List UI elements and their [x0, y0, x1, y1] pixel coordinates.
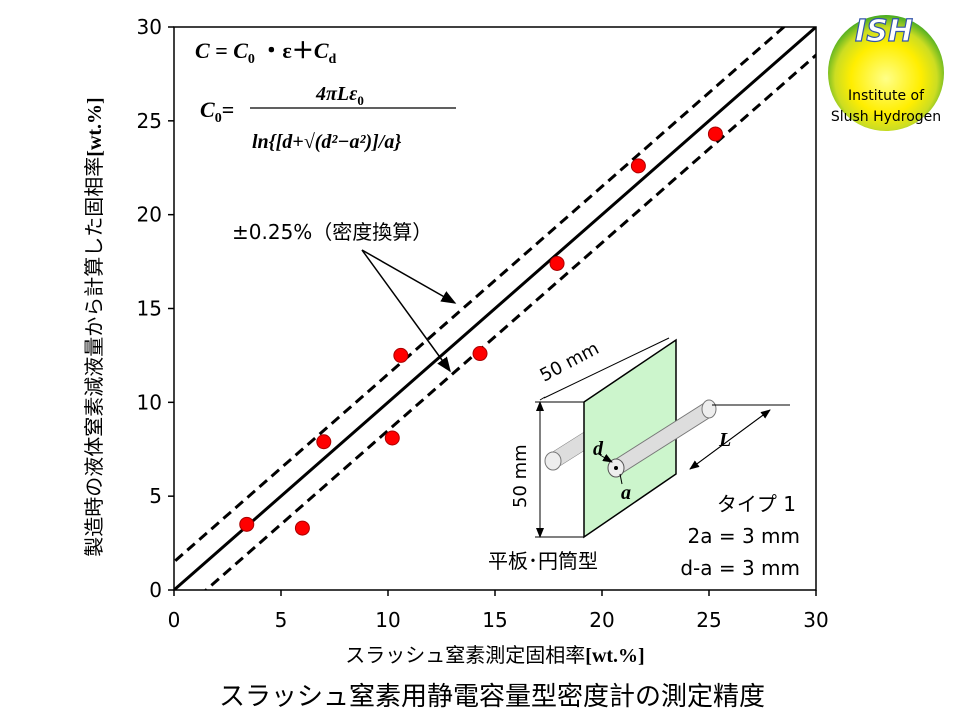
- data-point: [707, 126, 723, 142]
- ish-logo: ISH Institute of Slush Hydrogen: [828, 13, 944, 131]
- c0-sub: 0: [215, 111, 222, 126]
- formula: C = C0 ・ε＋Cd C0= 4πLε0 ln{[d+√(d²−a²)]/a…: [195, 38, 456, 153]
- numerator-sub: 0: [357, 93, 364, 108]
- formula-c: C: [195, 38, 210, 63]
- shape-label: 平板･円筒型: [488, 549, 598, 573]
- flat-plate: [583, 338, 677, 539]
- svg-text:C0=: C0=: [200, 97, 234, 126]
- y-tick-label: 0: [149, 578, 162, 602]
- x-tick-label: 25: [696, 608, 721, 632]
- x-tick-label: 5: [275, 608, 288, 632]
- label-a: a: [621, 482, 631, 504]
- data-point: [239, 516, 255, 532]
- y-axis: 0 5 10 15 20 25 30: [137, 15, 174, 602]
- data-point: [294, 520, 310, 536]
- y-tick-label: 20: [137, 203, 162, 227]
- data-point: [472, 346, 488, 362]
- data-points: [239, 126, 723, 536]
- type-label: タイプ 1: [717, 492, 796, 516]
- spec-2a: 2a = 3 mm: [688, 524, 801, 548]
- y-tick-label: 10: [137, 390, 162, 414]
- formula-c0: C: [233, 38, 248, 63]
- numerator: 4πLε: [315, 83, 358, 105]
- identity-line: [174, 27, 816, 590]
- data-point: [549, 255, 565, 271]
- y-tick-label: 15: [137, 297, 162, 321]
- logo-line1: Institute of: [848, 88, 925, 104]
- rod-front: [607, 399, 717, 478]
- tolerance-line: [174, 27, 787, 564]
- formula-cd: C: [314, 38, 329, 63]
- data-point: [316, 434, 332, 450]
- spec-da: d-a = 3 mm: [680, 556, 800, 580]
- annotation-arrows: [361, 249, 457, 373]
- y-axis-title: 製造時の液体窒素減液量から計算した固相率[wt.%]: [82, 97, 106, 556]
- svg-text:4πLε0: 4πLε0: [315, 83, 364, 108]
- x-axis-title-text: スラッシュ窒素測定固相率: [345, 643, 585, 667]
- reference-lines: [174, 27, 816, 590]
- tolerance-annotation: ±0.25%（密度換算）: [232, 220, 432, 244]
- y-tick-label: 30: [137, 15, 162, 39]
- label-L: L: [718, 429, 731, 451]
- y-axis-title-text: 製造時の液体窒素減液量から計算した固相率: [82, 157, 106, 557]
- formula-mid: ・ε＋: [255, 38, 314, 63]
- x-tick-label: 30: [803, 608, 828, 632]
- dim-left: 50 mm: [510, 444, 531, 508]
- sensor-inset: 50 mm 50 mm L d a: [510, 337, 790, 539]
- y-tick-label: 25: [137, 109, 162, 133]
- x-tick-label: 15: [482, 608, 507, 632]
- data-point: [384, 430, 400, 446]
- x-tick-label: 0: [168, 608, 181, 632]
- x-tick-label: 20: [589, 608, 614, 632]
- formula-eq: =: [210, 38, 234, 63]
- data-point: [630, 158, 646, 174]
- logo-circle: [828, 15, 944, 131]
- chart-title: スラッシュ窒素用静電容量型密度計の測定精度: [219, 682, 765, 712]
- sensor-spec: タイプ 1 2a = 3 mm d-a = 3 mm 平板･円筒型: [488, 492, 800, 580]
- denominator: ln{[d+√(d²−a²)]/a}: [252, 131, 401, 153]
- x-tick-label: 10: [375, 608, 400, 632]
- data-point: [393, 347, 409, 363]
- logo-title: ISH: [855, 14, 913, 49]
- formula-subd: d: [329, 52, 337, 67]
- x-axis: 0 5 10 15 20 25 30: [168, 590, 829, 632]
- y-tick-label: 5: [149, 484, 162, 508]
- logo-line2: Slush Hydrogen: [831, 109, 941, 125]
- svg-text:C = C0 ・ε＋Cd: C = C0 ・ε＋Cd: [195, 38, 337, 67]
- label-d: d: [593, 438, 604, 460]
- dim-top: 50 mm: [536, 338, 602, 386]
- c0-eq: =: [222, 97, 235, 122]
- formula-sub0: 0: [248, 52, 255, 67]
- x-axis-title: スラッシュ窒素測定固相率[wt.%]: [345, 643, 644, 667]
- y-axis-title-unit: [wt.%]: [84, 97, 106, 156]
- c0-label: C: [200, 97, 215, 122]
- tolerance-line: [203, 53, 816, 590]
- x-axis-title-unit: [wt.%]: [585, 645, 644, 667]
